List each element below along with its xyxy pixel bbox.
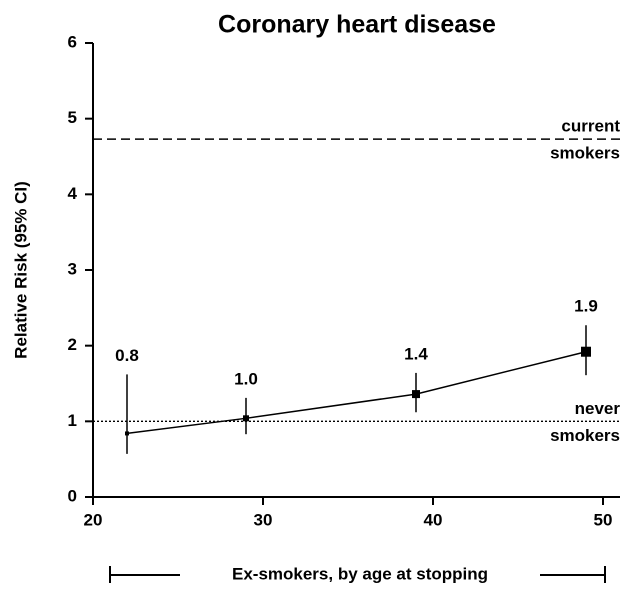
x-label-bracket (109, 566, 606, 583)
reference-label: current (561, 117, 620, 136)
y-tick-label: 1 (68, 411, 77, 430)
point (412, 390, 420, 399)
value-label: 1.4 (404, 344, 428, 363)
x-tick-label: 40 (424, 510, 443, 529)
y-tick-label: 3 (68, 259, 77, 278)
y-tick-label: 2 (68, 335, 77, 354)
y-tick-label: 0 (68, 486, 77, 505)
x-tick-label: 50 (594, 510, 613, 529)
y-tick-label: 4 (68, 184, 78, 203)
point (125, 431, 129, 436)
y-tick-label: 5 (68, 108, 77, 127)
value-label: 1.9 (574, 297, 598, 316)
value-label: 1.0 (234, 369, 258, 388)
x-tick-label: 30 (254, 510, 273, 529)
value-label: 0.8 (115, 346, 139, 365)
reference-label: never (575, 399, 621, 418)
point (243, 415, 249, 422)
reference-label: smokers (550, 426, 620, 445)
y-axis-label: Relative Risk (95% CI) (11, 181, 30, 359)
series-line (126, 350, 587, 435)
chart-title: Coronary heart disease (218, 11, 496, 39)
reference-label: smokers (550, 144, 620, 163)
y-tick-label: 6 (68, 32, 77, 51)
point (581, 346, 591, 357)
x-tick-label: 20 (84, 510, 103, 529)
x-axis-label: Ex-smokers, by age at stopping (232, 564, 488, 583)
